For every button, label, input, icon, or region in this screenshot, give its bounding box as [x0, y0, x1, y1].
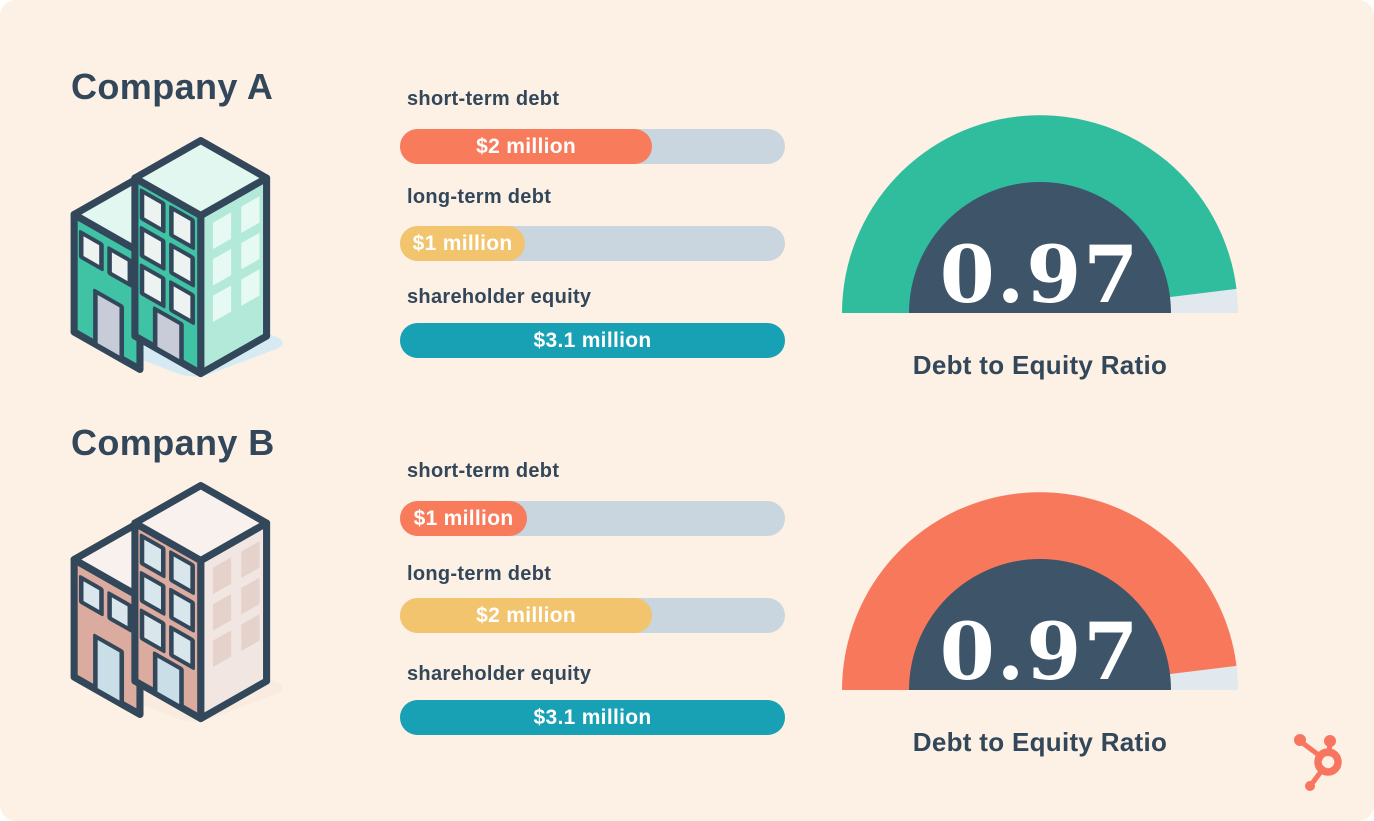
- gauge-label-company-a: Debt to Equity Ratio: [912, 350, 1168, 380]
- bar-track: $1 million: [400, 226, 785, 261]
- company-a-title: Company A: [71, 66, 274, 107]
- sprocket-hub-hole: [1322, 756, 1334, 768]
- bar-value: $1 million: [412, 231, 513, 255]
- building-right: [131, 137, 271, 378]
- bar-track: $2 million: [400, 129, 785, 164]
- bar-track: $1 million: [400, 501, 785, 536]
- gauge-inner-disc: [909, 182, 1171, 313]
- bar-value: $2 million: [476, 134, 577, 158]
- sprocket-ring: [1314, 748, 1342, 776]
- sprocket-node: [1305, 781, 1315, 791]
- gauge-value: 0.97: [940, 605, 1140, 698]
- bar-label-short-term-debt-a: short-term debt: [407, 88, 560, 110]
- sprocket-node: [1324, 735, 1336, 747]
- building-illustration-company-b: [70, 482, 283, 723]
- company-b-title: Company B: [71, 422, 275, 463]
- bar-value: $2 million: [476, 603, 577, 627]
- building-illustration-company-a: [70, 137, 283, 378]
- bar-label-long-term-debt-a: long-term debt: [407, 186, 552, 208]
- bar-value: $3.1 million: [533, 328, 652, 352]
- sprocket-node: [1294, 734, 1306, 746]
- bar-track: $3.1 million: [400, 323, 785, 358]
- bar-track: $2 million: [400, 598, 785, 633]
- bar-fill-shareholder-equity-a: $3.1 million: [400, 323, 785, 358]
- bar-track: $3.1 million: [400, 700, 785, 735]
- gauge-company-a: 0.97: [842, 115, 1238, 321]
- building-right: [131, 482, 271, 723]
- bar-value: $3.1 million: [533, 705, 652, 729]
- hubspot-sprocket-logo-icon: [1294, 734, 1342, 791]
- gauge-label-company-b: Debt to Equity Ratio: [912, 727, 1168, 757]
- bar-label-shareholder-equity-a: shareholder equity: [407, 286, 592, 308]
- gauge-company-b: 0.97: [842, 492, 1238, 698]
- gauge-inner-disc: [909, 559, 1171, 690]
- bar-value: $1 million: [413, 506, 514, 530]
- bar-fill-short-term-debt-a: $2 million: [400, 129, 653, 164]
- bar-fill-long-term-debt-b: $2 million: [400, 598, 653, 633]
- bar-label-shareholder-equity-b: shareholder equity: [407, 663, 592, 685]
- bar-label-short-term-debt-b: short-term debt: [407, 460, 560, 482]
- bar-fill-long-term-debt-a: $1 million: [400, 226, 526, 261]
- bar-fill-shareholder-equity-b: $3.1 million: [400, 700, 785, 735]
- bar-label-long-term-debt-b: long-term debt: [407, 563, 552, 585]
- bar-fill-short-term-debt-b: $1 million: [400, 501, 528, 536]
- gauge-value: 0.97: [940, 228, 1140, 321]
